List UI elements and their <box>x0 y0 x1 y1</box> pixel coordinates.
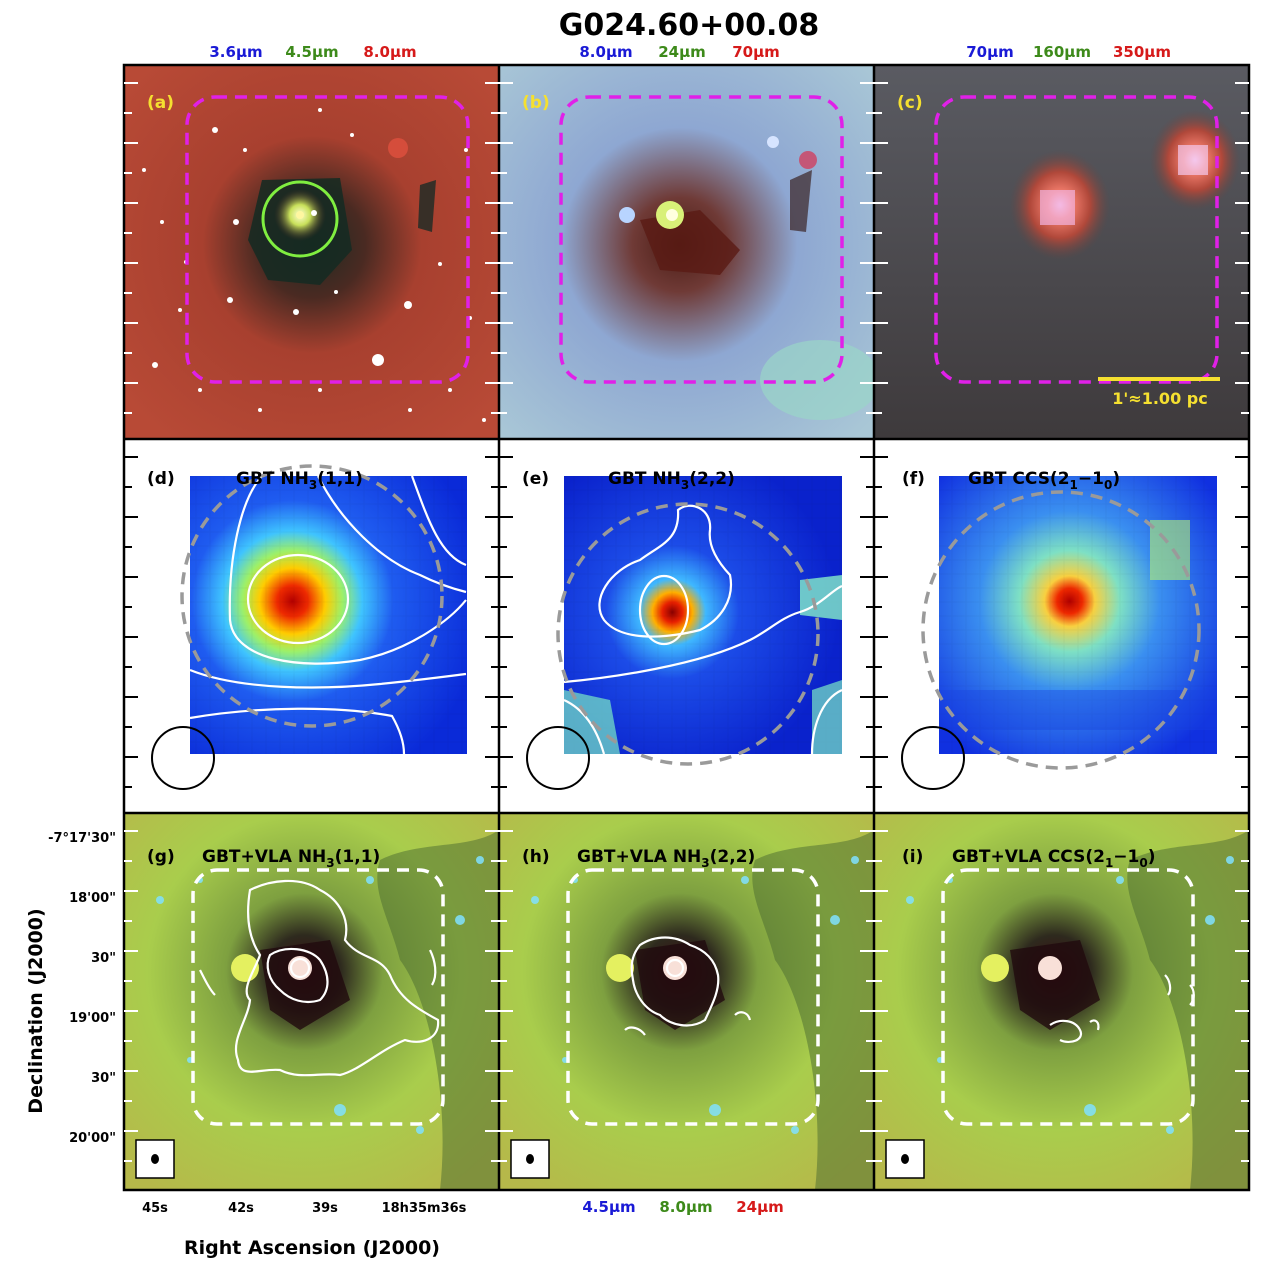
wavelength-a-red: 8.0μm <box>363 43 416 61</box>
panel-f-label: (f) <box>902 469 925 489</box>
panel-e-label: (e) <box>522 469 549 489</box>
panel-e-title: GBT NH3(2,2) <box>608 469 735 492</box>
wavelength-a-green: 4.5μm <box>285 43 338 61</box>
panel-a-source-circle <box>261 180 339 258</box>
panel-c-dashed-region <box>934 95 1219 384</box>
dec-tick-label: 20'00" <box>69 1131 116 1146</box>
panel-d-beam-dashed <box>180 464 444 728</box>
panel-h-label: (h) <box>522 847 550 867</box>
ra-tick-label: 18h35m36s <box>382 1201 467 1216</box>
dec-tick-label: 30" <box>91 951 116 966</box>
wavelength-b-blue: 8.0μm <box>579 43 632 61</box>
dec-tick-labels: -7°17'30" 18'00" 30" 19'00" 30" 20'00" <box>48 831 116 1146</box>
panel-g-contours <box>199 879 440 1077</box>
tick-marks <box>124 82 1249 1162</box>
wavelength-c-red: 350μm <box>1113 43 1171 61</box>
ra-tick-label: 39s <box>312 1201 338 1216</box>
panel-d-beam-circle <box>151 726 215 790</box>
panel-a-dashed-region <box>185 95 470 384</box>
panel-d-title: GBT NH3(1,1) <box>236 469 363 492</box>
panel-c-image <box>875 66 1249 438</box>
panel-i-title: GBT+VLA CCS(21−10) <box>952 847 1156 870</box>
panel-e-beam-dashed <box>556 502 820 766</box>
panel-g-title: GBT+VLA NH3(1,1) <box>202 847 380 870</box>
panel-i-label: (i) <box>902 847 923 867</box>
wavelength-c-blue: 70μm <box>966 43 1014 61</box>
wavelength-labels-bottom: 4.5μm 8.0μm 24μm <box>582 1198 783 1216</box>
panel-f-beam-circle <box>901 726 965 790</box>
y-axis-label: Declination (J2000) <box>25 908 47 1113</box>
ra-tick-labels: 45s 42s 39s 18h35m36s <box>142 1201 467 1216</box>
wavelength-a-blue: 3.6μm <box>209 43 262 61</box>
dec-tick-label: 30" <box>91 1071 116 1086</box>
panel-f-title: GBT CCS(21−10) <box>968 469 1120 492</box>
panel-c-label: (c) <box>897 93 923 113</box>
wavelength-bottom-red: 24μm <box>736 1198 784 1216</box>
panel-f-beam-dashed <box>921 490 1201 770</box>
panel-h-contours <box>624 936 752 1036</box>
wavelength-b-red: 70μm <box>732 43 780 61</box>
wavelength-labels-top: 3.6μm 4.5μm 8.0μm 8.0μm 24μm 70μm 70μm 1… <box>209 43 1171 61</box>
ra-tick-label: 45s <box>142 1201 168 1216</box>
figure-title: G024.60+00.08 <box>559 8 819 43</box>
ra-tick-label: 42s <box>228 1201 254 1216</box>
panel-g-label: (g) <box>147 847 175 867</box>
wavelength-b-green: 24μm <box>658 43 706 61</box>
dec-tick-label: -7°17'30" <box>48 831 116 846</box>
dec-tick-label: 19'00" <box>69 1011 116 1026</box>
panel-frames <box>122 63 1251 1192</box>
dec-tick-label: 18'00" <box>69 891 116 906</box>
panel-d-contours <box>189 475 467 755</box>
panel-h-title: GBT+VLA NH3(2,2) <box>577 847 755 870</box>
scale-bar-label: 1'≈1.00 pc <box>1112 389 1207 408</box>
panel-i-dashed-region <box>941 868 1195 1126</box>
panel-h-dashed-region <box>566 868 820 1126</box>
panel-g-dashed-region <box>191 868 445 1126</box>
panel-a-label: (a) <box>147 93 174 113</box>
x-axis-label: Right Ascension (J2000) <box>184 1237 440 1259</box>
panel-a-image <box>125 66 499 438</box>
panel-d-label: (d) <box>147 469 175 489</box>
panel-b-dashed-region <box>559 95 844 384</box>
panel-e-beam-circle <box>526 726 590 790</box>
wavelength-bottom-blue: 4.5μm <box>582 1198 635 1216</box>
panel-b-image <box>500 66 874 438</box>
panel-e-contours <box>563 504 843 755</box>
wavelength-c-green: 160μm <box>1033 43 1091 61</box>
wavelength-bottom-green: 8.0μm <box>659 1198 712 1216</box>
panel-b-label: (b) <box>522 93 550 113</box>
